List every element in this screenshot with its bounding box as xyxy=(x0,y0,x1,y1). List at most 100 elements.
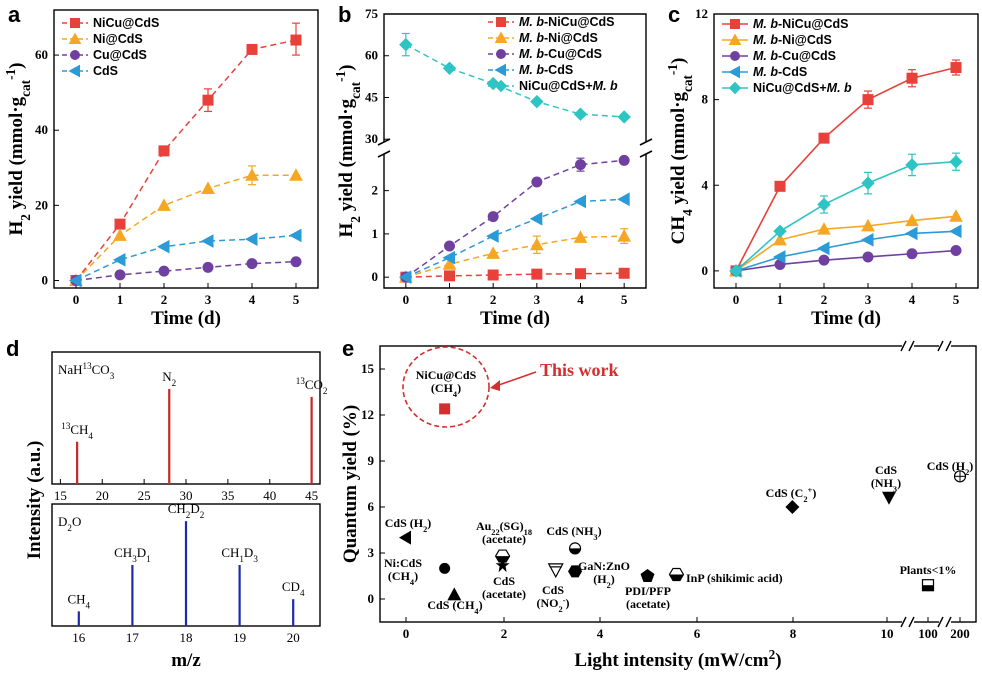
break-gap xyxy=(902,342,914,350)
x-tick-label: 4 xyxy=(249,292,256,307)
point-label: PDI/PFP xyxy=(625,584,671,598)
y-tick-label: 12 xyxy=(361,407,374,422)
data-point xyxy=(487,269,499,281)
data-point xyxy=(818,132,830,144)
point-label: InP (shikimic acid) xyxy=(686,571,783,585)
plot-frame xyxy=(53,9,319,289)
y-axis-title: H2 yield (mmol·gcat-1) xyxy=(333,65,363,238)
data-point xyxy=(244,232,258,247)
point-label: NiCu@CdS xyxy=(416,368,477,382)
scatter-point xyxy=(785,500,800,514)
plot-frame-lower xyxy=(383,154,647,289)
series-line xyxy=(735,230,957,272)
scatter-point xyxy=(495,558,510,573)
x-tick-label: 20 xyxy=(96,488,109,503)
point-label: Au22(SG)18 xyxy=(476,519,532,537)
data-point xyxy=(487,211,499,223)
data-point xyxy=(816,241,830,256)
legend-marker xyxy=(496,17,506,27)
plot-frame xyxy=(379,345,977,623)
point-label: (NO2-) xyxy=(537,596,570,614)
x-tick-label: 19 xyxy=(233,630,246,645)
x-tick-label: 0 xyxy=(403,292,410,307)
series-line xyxy=(405,159,625,278)
data-point xyxy=(202,261,214,273)
point-label: CdS xyxy=(542,583,564,597)
data-point xyxy=(618,154,630,166)
data-point xyxy=(529,211,543,226)
axis-break xyxy=(377,138,391,146)
legend-label: Ni@CdS xyxy=(93,32,143,46)
legend-marker xyxy=(496,49,506,59)
x-tick-label: 5 xyxy=(953,292,960,307)
data-point xyxy=(774,180,786,192)
legend-marker xyxy=(728,65,740,79)
x-tick-label: 4 xyxy=(909,292,916,307)
y-tick-label: 3 xyxy=(368,545,375,560)
point-label: (H2) xyxy=(593,572,615,590)
point-label: CdS xyxy=(875,463,897,477)
x-tick-label: 3 xyxy=(205,292,212,307)
y-tick-label: 0 xyxy=(42,272,49,287)
legend-label: M. b-Cu@CdS xyxy=(519,47,602,61)
peak-label: CH4 xyxy=(67,591,90,610)
data-point xyxy=(442,250,455,265)
this-work-label: This work xyxy=(540,360,619,380)
legend-marker xyxy=(70,18,80,28)
series-line xyxy=(735,249,957,272)
y-tick-label: 20 xyxy=(35,197,48,212)
x-tick-label: 4 xyxy=(597,626,604,641)
y-tick-label: 4 xyxy=(702,177,709,192)
data-point xyxy=(114,269,126,281)
data-point xyxy=(729,264,743,278)
data-point xyxy=(442,257,457,270)
x-tick-label: 10 xyxy=(881,626,894,641)
scatter-point xyxy=(568,565,583,578)
annotation-arrowhead xyxy=(490,380,500,391)
legend-marker xyxy=(730,19,740,29)
legend-marker xyxy=(68,64,80,78)
data-point xyxy=(817,222,831,235)
data-point xyxy=(158,145,170,157)
data-point xyxy=(113,228,127,241)
x-tick-label: 20 xyxy=(287,630,300,645)
point-label: (acetate) xyxy=(482,587,526,601)
data-point xyxy=(950,245,962,257)
x-tick-label: 1 xyxy=(446,292,453,307)
legend-label: NiCu@CdS+M. b xyxy=(753,81,852,95)
break-gap xyxy=(939,618,951,626)
peak-label: CH1D3 xyxy=(221,545,258,564)
x-tick-label: 100 xyxy=(918,626,938,641)
point-label: (CH4) xyxy=(431,381,461,399)
x-tick-label: 35 xyxy=(221,488,234,503)
peak-label: 13CO2 xyxy=(296,376,328,396)
y-tick-label: 45 xyxy=(365,89,379,104)
data-point xyxy=(246,43,258,55)
x-axis-title: Time (d) xyxy=(811,308,881,329)
y-tick-label: 12 xyxy=(695,6,708,21)
x-axis-title: m/z xyxy=(171,650,201,671)
point-label: CdS (CH4) xyxy=(427,598,482,616)
data-point xyxy=(157,198,171,211)
panel-label: e xyxy=(342,336,354,361)
legend-marker xyxy=(70,50,80,60)
legend-marker xyxy=(728,81,742,95)
x-tick-label: 3 xyxy=(534,292,541,307)
x-tick-label: 0 xyxy=(73,292,80,307)
series-line xyxy=(405,235,625,278)
data-point xyxy=(531,268,543,280)
plot-frame-upper xyxy=(383,13,647,142)
y-tick-label: 0 xyxy=(702,263,709,278)
x-tick-label: 8 xyxy=(790,626,797,641)
x-axis-title: Time (d) xyxy=(480,308,550,329)
point-label: Ni:CdS xyxy=(384,556,422,570)
legend-marker xyxy=(494,31,508,43)
axis-break xyxy=(945,340,952,352)
data-point xyxy=(773,232,787,246)
x-tick-label: 1 xyxy=(117,292,124,307)
x-tick-label: 0 xyxy=(733,292,740,307)
x-tick-label: 25 xyxy=(138,488,151,503)
point-label: CdS (H2) xyxy=(385,516,432,534)
